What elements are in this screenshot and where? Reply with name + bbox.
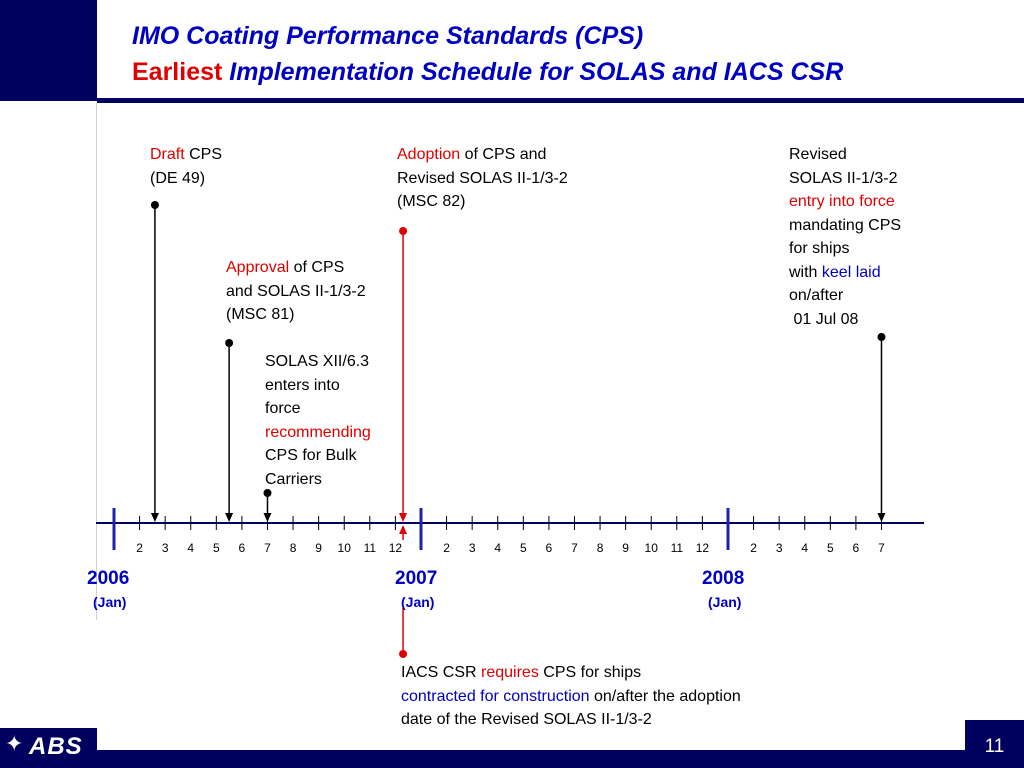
year-2006: 2006 xyxy=(87,568,130,589)
month-label: 9 xyxy=(315,541,322,555)
year-2008-month: (Jan) xyxy=(708,594,742,610)
adoption-text: of CPS and xyxy=(460,146,547,163)
month-label: 5 xyxy=(827,541,834,555)
slide-title-line1: IMO Coating Performance Standards (CPS) xyxy=(132,22,644,50)
month-label: 6 xyxy=(853,541,860,555)
iacs-requires: requires xyxy=(481,664,539,681)
draft-meeting: (DE 49) xyxy=(150,169,206,187)
month-label: 4 xyxy=(187,541,194,555)
iacs-text: CPS for ships xyxy=(538,664,642,681)
year-2008: 2008 xyxy=(702,568,745,589)
abs-logo-text: ABS xyxy=(29,733,83,760)
event-draft: Draft CPS (DE 49) xyxy=(150,143,222,190)
header-divider xyxy=(97,98,1024,103)
page-number: 11 xyxy=(984,736,1005,757)
revised-line6: with xyxy=(789,263,822,281)
title-rest: Implementation Schedule for SOLAS and IA… xyxy=(222,58,844,86)
eagle-emblem-icon: ✦ xyxy=(5,731,24,756)
revised-highlight: entry into force xyxy=(789,193,895,210)
solas-xii-highlight: recommending xyxy=(265,423,371,441)
iacs-dot xyxy=(399,650,408,658)
month-label: 2 xyxy=(443,541,450,555)
revised-date: 01 Jul 08 xyxy=(789,310,859,328)
draft-text: CPS xyxy=(184,146,223,163)
iacs-arrow xyxy=(399,525,408,534)
month-label: 6 xyxy=(239,541,246,555)
approval-highlight: Approval xyxy=(226,259,290,276)
month-label: 7 xyxy=(571,541,578,555)
solas-xii-line6: Carriers xyxy=(265,470,322,488)
draft-highlight: Draft xyxy=(150,146,185,163)
revised-pointer-arrow xyxy=(877,513,886,522)
left-margin-rule xyxy=(96,103,97,620)
event-approval: Approval of CPS and SOLAS II-1/3-2 (MSC … xyxy=(226,256,366,327)
iacs-pre: IACS CSR xyxy=(401,664,482,681)
adoption-line2: Revised SOLAS II-1/3-2 xyxy=(397,169,568,187)
revised-line7: on/after xyxy=(789,287,844,304)
iacs-line3: date of the Revised SOLAS II-1/3-2 xyxy=(401,711,652,728)
month-label: 3 xyxy=(469,541,476,555)
month-label: 3 xyxy=(776,541,783,555)
month-label: 5 xyxy=(520,541,527,555)
approval-meeting: (MSC 81) xyxy=(226,306,295,323)
iacs-contracted: contracted for construction xyxy=(401,687,590,705)
solas-xii-line5: CPS for Bulk xyxy=(265,447,357,464)
solas-xii-line2: enters into xyxy=(265,376,340,394)
solas-xii-line3: force xyxy=(265,400,301,417)
year-2006-month: (Jan) xyxy=(93,594,127,610)
revised-line2: SOLAS II-1/3-2 xyxy=(789,169,898,187)
title-highlight: Earliest xyxy=(132,58,223,86)
month-label: 8 xyxy=(597,541,604,555)
adoption-highlight: Adoption xyxy=(397,146,461,163)
revised-line1: Revised xyxy=(789,146,847,163)
header-navy-block xyxy=(0,0,97,101)
month-label: 8 xyxy=(290,541,297,555)
month-label: 12 xyxy=(389,541,403,555)
month-label: 4 xyxy=(801,541,808,555)
event-iacs-csr: IACS CSR requires CPS for ships contract… xyxy=(401,661,741,732)
year-2007-month: (Jan) xyxy=(401,594,435,610)
revised-line4: mandating CPS xyxy=(789,216,902,234)
approval-pointer-arrow xyxy=(225,513,234,522)
month-label: 11 xyxy=(364,541,377,555)
event-solas-xii: SOLAS XII/6.3 enters into force recommen… xyxy=(265,350,371,491)
month-label: 2 xyxy=(750,541,757,555)
revised-line5: for ships xyxy=(789,240,850,257)
revised-keel-laid: keel laid xyxy=(821,263,881,281)
month-label: 2 xyxy=(136,541,143,555)
iacs-text2: on/after the adoption xyxy=(589,687,741,705)
month-label: 11 xyxy=(671,541,684,555)
month-label: 7 xyxy=(264,541,271,555)
event-revised-solas: Revised SOLAS II-1/3-2 entry into force … xyxy=(789,143,901,331)
slide-title-line2: Earliest Implementation Schedule for SOL… xyxy=(132,58,843,87)
abs-logo xyxy=(0,728,97,768)
approval-line2: and SOLAS II-1/3-2 xyxy=(226,282,366,300)
month-label: 7 xyxy=(878,541,885,555)
month-label: 10 xyxy=(338,541,352,555)
month-label: 4 xyxy=(494,541,501,555)
year-2007: 2007 xyxy=(395,568,438,589)
draft-pointer-arrow xyxy=(150,513,159,522)
month-label: 10 xyxy=(645,541,659,555)
month-label: 9 xyxy=(622,541,629,555)
solas-xii-pointer-arrow xyxy=(263,513,272,522)
adoption-pointer-arrow xyxy=(399,513,408,522)
adoption-meeting: (MSC 82) xyxy=(397,193,466,210)
approval-text: of CPS xyxy=(289,259,345,276)
event-adoption: Adoption of CPS and Revised SOLAS II-1/3… xyxy=(397,143,568,214)
solas-xii-line1: SOLAS XII/6.3 xyxy=(265,353,370,370)
month-label: 5 xyxy=(213,541,220,555)
month-label: 3 xyxy=(162,541,169,555)
month-label: 6 xyxy=(546,541,553,555)
footer-bar xyxy=(0,750,1024,768)
month-label: 12 xyxy=(696,541,710,555)
page-number-box xyxy=(965,720,1024,768)
